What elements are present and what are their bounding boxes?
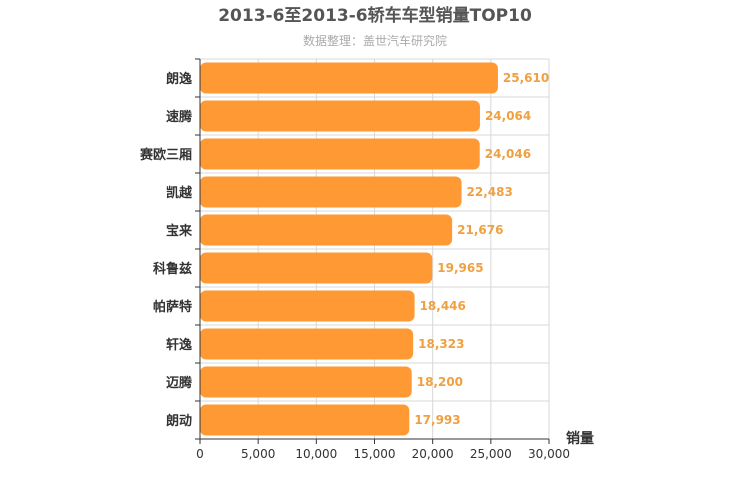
category-label: 科鲁兹 [153, 261, 192, 277]
bar[interactable] [200, 328, 414, 360]
chart-subtitle: 数据整理：盖世汽车研究院 [303, 33, 447, 48]
bar[interactable] [200, 404, 410, 436]
category-label: 迈腾 [166, 375, 193, 391]
data-label: 24,046 [485, 147, 531, 161]
data-label: 19,965 [437, 261, 483, 275]
data-label: 18,446 [420, 299, 466, 313]
category-label: 朗逸 [166, 71, 192, 87]
x-axis-title: 销量 [566, 430, 594, 447]
data-label: 18,200 [417, 375, 463, 389]
chart-title: 2013-6至2013-6轿车车型销量TOP10 [218, 5, 532, 26]
bar[interactable] [200, 252, 433, 284]
bars: 25,610 24,064 24,046 22,483 21,676 19,965 18,4… [200, 62, 549, 436]
category-label: 轩逸 [166, 337, 192, 353]
category-label: 凯越 [166, 185, 193, 201]
bar[interactable] [200, 290, 415, 322]
x-tick-label: 20,000 [412, 447, 454, 461]
x-tick-label: 25,000 [470, 447, 512, 461]
bar[interactable] [200, 214, 453, 246]
category-label: 速腾 [166, 109, 193, 125]
data-label: 24,064 [485, 109, 531, 123]
bar[interactable] [200, 176, 462, 208]
x-tick-label: 5,000 [241, 447, 275, 461]
x-tick-label: 30,000 [528, 447, 570, 461]
x-tick-label: 15,000 [354, 447, 396, 461]
bar[interactable] [200, 366, 412, 398]
bar[interactable] [200, 100, 480, 132]
data-label: 22,483 [467, 185, 513, 199]
data-label: 21,676 [457, 223, 503, 237]
category-label: 赛欧三厢 [139, 147, 192, 163]
category-label: 朗动 [166, 413, 192, 429]
bar[interactable] [200, 138, 480, 170]
category-label: 宝来 [166, 223, 193, 239]
data-label: 17,993 [414, 413, 460, 427]
data-label: 25,610 [503, 71, 549, 85]
bar[interactable] [200, 62, 498, 94]
category-label: 帕萨特 [153, 299, 192, 315]
data-label: 18,323 [418, 337, 464, 351]
x-tick-label: 10,000 [295, 447, 337, 461]
x-tick-label: 0 [196, 447, 204, 461]
